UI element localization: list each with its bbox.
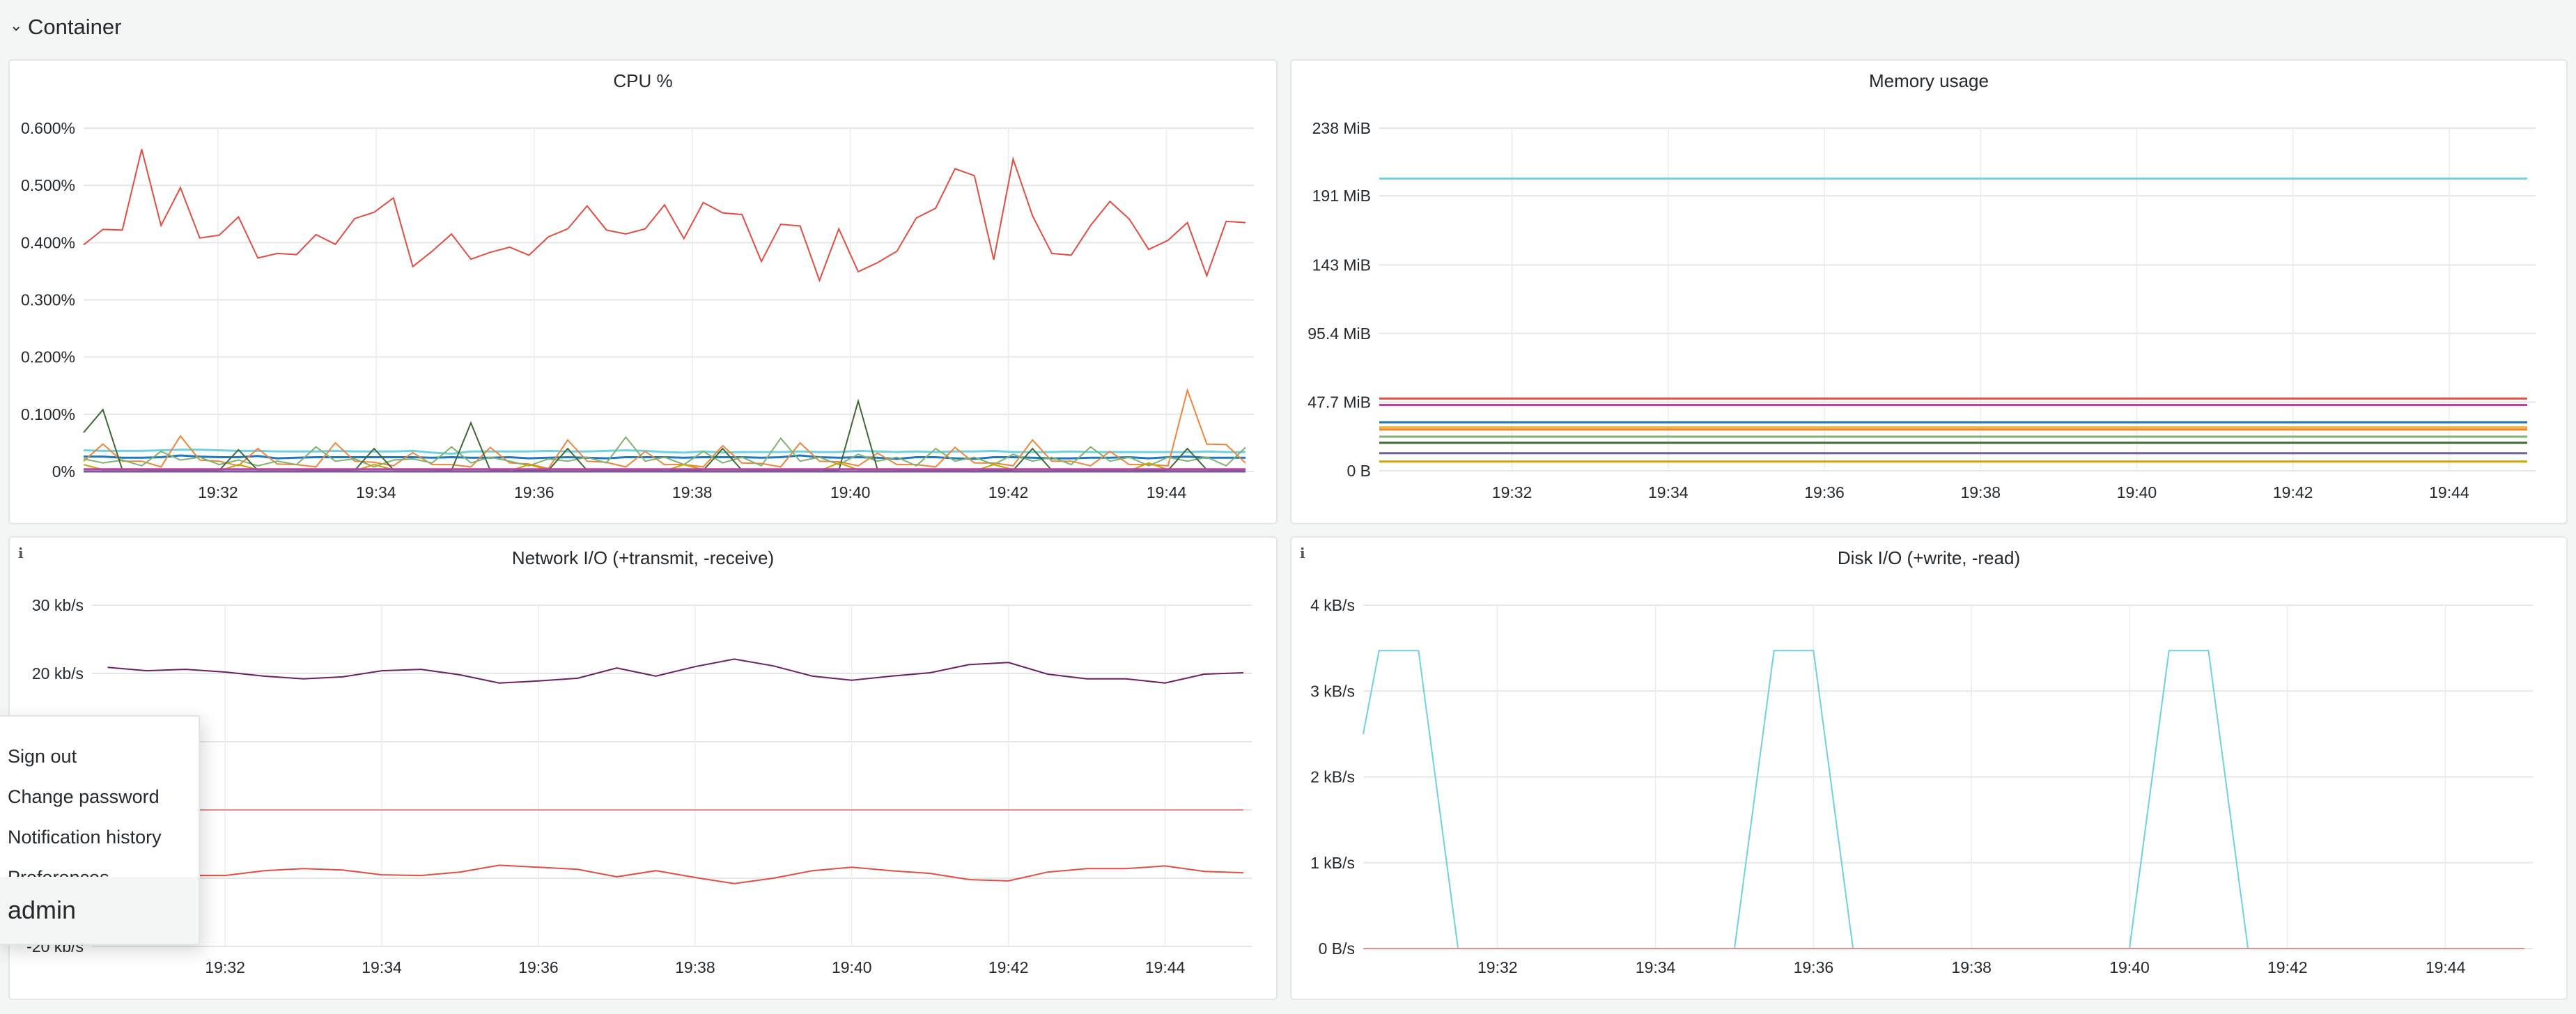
x-tick-label: 19:38: [672, 483, 713, 501]
series-line-write: [1363, 650, 2249, 949]
info-icon[interactable]: i: [1300, 545, 1305, 561]
y-tick-label: 30 kb/s: [32, 596, 84, 614]
y-tick-label: 238 MiB: [1312, 119, 1371, 137]
series-line-green-dark: [83, 398, 1246, 471]
panel-cpu[interactable]: CPU % 19:32 19:34 19:36 19:38 19:40 19:42 19:4…: [8, 59, 1278, 524]
x-tick-label: 19:36: [1804, 483, 1845, 501]
x-tick-label: 19:36: [518, 958, 559, 976]
row-title: Container: [28, 15, 122, 39]
x-tick-label: 19:40: [2109, 958, 2150, 976]
x-tick-label: 19:32: [205, 958, 245, 976]
network-chart[interactable]: 19:32 19:34 19:36 19:38 19:40 19:42 19:44-20 k…: [10, 538, 1276, 999]
x-tick-label: 19:40: [830, 483, 871, 501]
menu-item-sign-out[interactable]: Sign out: [8, 745, 77, 767]
y-tick-label: 143 MiB: [1312, 256, 1371, 274]
cpu-chart[interactable]: 19:32 19:34 19:36 19:38 19:40 19:42 19:44 0% 0.1…: [10, 61, 1276, 523]
series-line-cyan: [83, 448, 1246, 455]
user-menu: Sign out Change password Notification hi…: [0, 715, 200, 945]
series-line-red: [83, 149, 1246, 283]
y-tick-label: 0.400%: [21, 233, 75, 251]
x-tick-label: 19:44: [1147, 483, 1187, 501]
y-tick-label: 1 kB/s: [1310, 854, 1355, 872]
x-tick-label: 19:34: [362, 958, 402, 976]
y-tick-label: 47.7 MiB: [1308, 393, 1371, 411]
y-tick-label: 0%: [52, 462, 75, 481]
x-tick-label: 19:38: [675, 958, 715, 976]
series-line-orange: [83, 387, 1246, 470]
panel-memory[interactable]: Memory usage 19:32 19:34 19:36 19:38 19:40 19…: [1290, 59, 2568, 524]
x-tick-label: 19:38: [1960, 483, 2001, 501]
x-tick-label: 19:42: [2267, 958, 2308, 976]
series-line-green-light: [83, 436, 1246, 468]
x-tick-label: 19:32: [1492, 483, 1533, 501]
y-tick-label: 0.200%: [21, 348, 75, 366]
panel-title[interactable]: Memory usage: [1869, 70, 1989, 91]
panel-title[interactable]: Disk I/O (+write, -read): [1837, 547, 2021, 568]
x-tick-label: 19:40: [2117, 483, 2157, 501]
menu-username: admin: [0, 877, 199, 944]
y-tick-label: 2 kB/s: [1310, 768, 1355, 786]
series-line-receive: [107, 864, 1244, 884]
x-tick-label: 19:34: [1648, 483, 1689, 501]
x-tick-label: 19:36: [514, 483, 554, 501]
x-tick-label: 19:36: [1794, 958, 1834, 976]
x-tick-label: 19:42: [988, 958, 1029, 976]
x-tick-label: 19:32: [198, 483, 238, 501]
series-line-transmit: [107, 658, 1244, 684]
x-tick-label: 19:44: [2429, 483, 2469, 501]
panel-network[interactable]: i Network I/O (+transmit, -receive) 19:3…: [8, 536, 1278, 1000]
x-tick-label: 19:38: [1951, 958, 1992, 976]
x-tick-label: 19:42: [988, 483, 1029, 501]
x-tick-label: 19:32: [1477, 958, 1518, 976]
y-tick-label: 0.100%: [21, 405, 75, 423]
menu-item-change-password[interactable]: Change password: [8, 786, 160, 807]
y-tick-label: 0 B: [1347, 462, 1371, 480]
y-tick-label: 0 B/s: [1319, 939, 1355, 958]
chevron-down-icon: ⌄: [10, 17, 23, 34]
y-tick-label: 95.4 MiB: [1308, 325, 1371, 343]
y-tick-label: 0.500%: [21, 176, 75, 194]
x-tick-label: 19:34: [1636, 958, 1676, 976]
y-tick-label: 0.600%: [21, 119, 75, 137]
y-tick-label: 4 kB/s: [1310, 596, 1355, 614]
x-tick-label: 19:44: [2426, 958, 2466, 976]
x-tick-label: 19:44: [1145, 958, 1186, 976]
row-header-container[interactable]: ⌄ Container: [10, 10, 121, 45]
panel-title[interactable]: Network I/O (+transmit, -receive): [511, 547, 775, 568]
memory-chart[interactable]: 19:32 19:34 19:36 19:38 19:40 19:42 19:44 0 B 47…: [1291, 61, 2566, 523]
panel-title[interactable]: CPU %: [613, 70, 673, 91]
y-tick-label: 3 kB/s: [1310, 682, 1355, 700]
menu-item-notification-history[interactable]: Notification history: [8, 826, 162, 848]
panel-disk[interactable]: i Disk I/O (+write, -read) 19:32 19:34 19:…: [1290, 536, 2568, 1000]
y-tick-label: 20 kb/s: [32, 664, 84, 682]
y-tick-label: 0.300%: [21, 291, 75, 309]
disk-chart[interactable]: 19:32 19:34 19:36 19:38 19:40 19:42 19:44 0 B/s…: [1291, 538, 2566, 999]
y-tick-label: 191 MiB: [1312, 187, 1371, 205]
x-tick-label: 19:34: [356, 483, 396, 501]
x-tick-label: 19:40: [832, 958, 872, 976]
x-tick-label: 19:42: [2273, 483, 2313, 501]
info-icon[interactable]: i: [18, 545, 24, 561]
